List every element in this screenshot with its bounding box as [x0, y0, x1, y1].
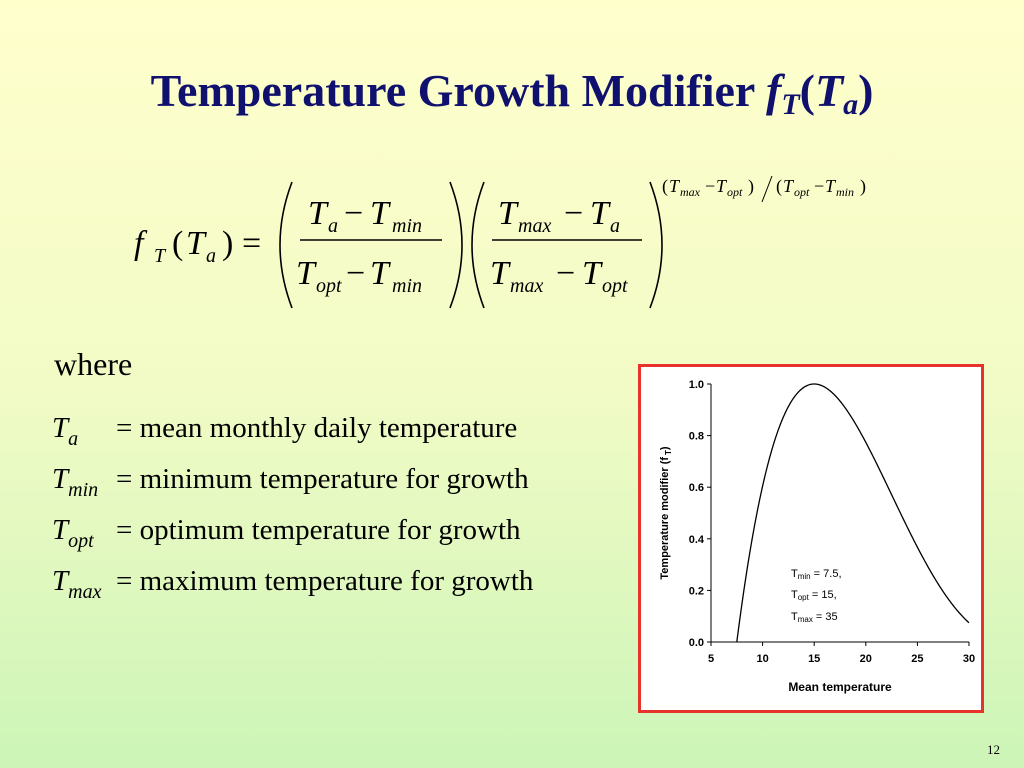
equation-exponent: ( T max − T opt ) ( T opt − T min ) — [662, 175, 866, 203]
exp-open-2: ( — [776, 176, 782, 197]
exp-T1: T — [669, 176, 681, 196]
y-axis-label: Temperature modifier (fT) — [659, 446, 673, 580]
title-close-paren: ) — [858, 65, 874, 116]
frac2-den-sub-max: max — [510, 275, 543, 297]
eq-lhs-f: f — [134, 225, 148, 262]
x-tick-label: 5 — [708, 653, 714, 665]
exp-T4: T — [825, 176, 837, 196]
frac2-num-T2: T — [590, 195, 611, 232]
paren-2-left — [471, 181, 485, 309]
growth-modifier-equation: f T ( T a ) = T a − T min T opt − T min … — [134, 175, 866, 309]
slide-title: Temperature Growth Modifier fT(Ta) — [0, 68, 1024, 120]
definition-symbol: Topt — [52, 514, 94, 552]
paren-2-right — [649, 181, 663, 309]
frac1-den-minus: − — [346, 255, 365, 292]
frac1-den-sub-min: min — [392, 275, 422, 297]
definition-text: = maximum temperature for growth — [116, 565, 534, 597]
annotation-line: Tmin = 7.5, — [791, 568, 842, 581]
exp-sub-opt-1: opt — [727, 185, 743, 199]
x-tick-label: 10 — [756, 653, 768, 665]
eq-lhs-T: T — [186, 225, 207, 262]
x-tick-label: 30 — [963, 653, 975, 665]
definition-symbol: Ta — [52, 412, 79, 450]
exp-sub-opt-2: opt — [794, 185, 810, 199]
definition-symbol: Tmin — [52, 463, 99, 501]
temperature-modifier-chart: 0.0 0.2 0.4 0.6 0.8 1.0 5 10 15 20 25 30 Mean temp… — [638, 364, 984, 713]
frac1-num-sub-a: a — [328, 215, 338, 237]
exp-close-1: ) — [748, 176, 754, 197]
frac2-den-minus: − — [556, 255, 575, 292]
chart-annotation: Tmin = 7.5, Topt = 15, Tmax = 35 — [791, 568, 842, 624]
frac2-den-T1: T — [490, 255, 511, 292]
exp-sub-min: min — [836, 185, 854, 199]
frac1-den-sub-opt: opt — [316, 275, 342, 297]
eq-lhs-open: ( — [172, 225, 183, 262]
y-tick-label: 0.8 — [689, 431, 704, 443]
x-tick-label: 15 — [808, 653, 820, 665]
frac1-den-T1: T — [296, 255, 317, 292]
frac2-num-sub-max: max — [518, 215, 551, 237]
frac1-num-minus: − — [344, 195, 363, 232]
exp-T3: T — [783, 176, 795, 196]
frac2-num-T1: T — [498, 195, 519, 232]
paren-1-right — [449, 181, 463, 309]
frac2-den-T2: T — [582, 255, 603, 292]
title-T: Ta — [814, 65, 859, 121]
definition-text: = minimum temperature for growth — [116, 463, 529, 495]
exp-slash — [761, 175, 773, 203]
x-tick-label: 25 — [911, 653, 923, 665]
definition-text: = optimum temperature for growth — [116, 514, 521, 546]
annotation-line: Tmax = 35 — [791, 611, 838, 624]
x-axis-label: Mean temperature — [788, 680, 892, 694]
frac1-num-T2: T — [370, 195, 391, 232]
exp-open-1: ( — [662, 176, 668, 197]
frac1-num-sub-min: min — [392, 215, 422, 237]
y-tick-label: 0.6 — [689, 482, 704, 494]
frac2-num-minus: − — [564, 195, 583, 232]
exp-minus-1: − — [705, 176, 715, 196]
exp-T2: T — [716, 176, 728, 196]
frac2-num-sub-a: a — [610, 215, 620, 237]
frac1-den-T2: T — [370, 255, 391, 292]
eq-equals: = — [242, 225, 261, 262]
chart-svg: 0.0 0.2 0.4 0.6 0.8 1.0 5 10 15 20 25 30 Mean temp… — [659, 379, 975, 694]
definition-symbol: Tmax — [52, 565, 102, 603]
y-tick-label: 0.0 — [689, 637, 704, 649]
y-tick-label: 0.4 — [689, 534, 705, 546]
eq-lhs-close: ) — [222, 225, 233, 262]
eq-lhs-T-sub: a — [206, 245, 216, 267]
y-tick-label: 1.0 — [689, 379, 704, 391]
where-label: where — [54, 346, 133, 382]
title-text: Temperature Growth Modifier — [150, 65, 755, 116]
slide-number: 12 — [987, 742, 1000, 757]
eq-lhs-f-sub: T — [154, 245, 167, 267]
frac1-num-T1: T — [308, 195, 329, 232]
title-open-paren: ( — [799, 65, 815, 116]
y-tick-label: 0.2 — [689, 585, 704, 597]
series-line — [736, 383, 970, 643]
x-tick-label: 20 — [860, 653, 872, 665]
frac2-den-sub-opt: opt — [602, 275, 628, 297]
exp-sub-max: max — [680, 185, 701, 199]
title-f: fT — [765, 65, 800, 121]
exp-close-2: ) — [860, 176, 866, 197]
annotation-line: Topt = 15, — [791, 589, 837, 602]
paren-1-left — [279, 181, 293, 309]
exp-minus-2: − — [814, 176, 824, 196]
definition-text: = mean monthly daily temperature — [116, 412, 518, 444]
